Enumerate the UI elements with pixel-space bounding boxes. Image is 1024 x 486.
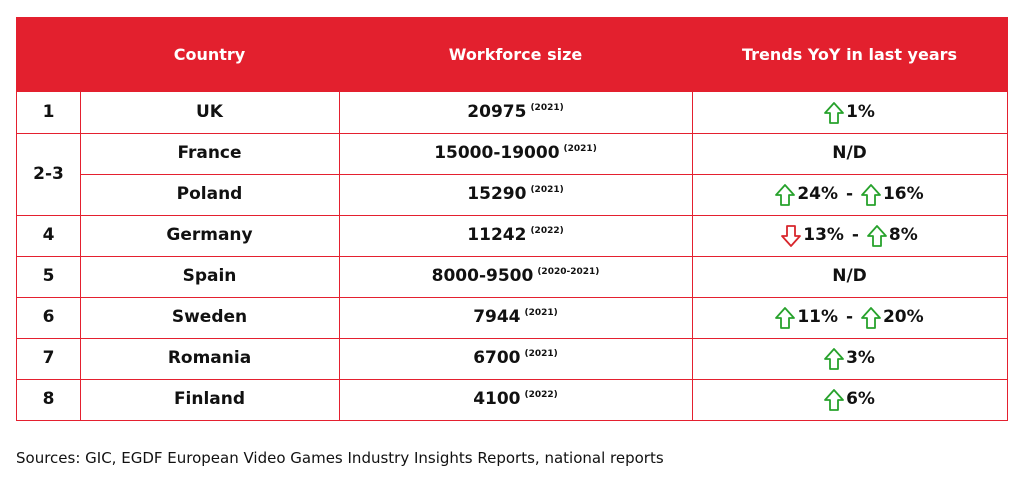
trend-na: N/D bbox=[832, 266, 867, 286]
row-divider bbox=[17, 379, 1007, 380]
workforce-value: 11242 bbox=[467, 225, 527, 245]
rank-cell: 6 bbox=[42, 307, 55, 327]
workforce-cell: 20975 (2021) bbox=[339, 92, 692, 133]
arrow-up-icon bbox=[861, 306, 881, 329]
arrow-down-icon bbox=[781, 224, 802, 247]
row-divider bbox=[17, 338, 1007, 339]
trend-percent: 3% bbox=[846, 348, 875, 368]
workforce-value: 6700 bbox=[473, 348, 521, 368]
workforce-value: 15000-19000 bbox=[434, 143, 560, 163]
workforce-year: (2022) bbox=[524, 390, 558, 400]
trend-values: 13% - 8% bbox=[781, 215, 918, 256]
workforce-cell: 15290 (2021) bbox=[339, 174, 692, 215]
header-workforce: Workforce size bbox=[448, 45, 583, 64]
trend-cell: 11% - 20% bbox=[692, 297, 1007, 338]
workforce-value: 8000-9500 bbox=[431, 266, 534, 286]
header-country: Country bbox=[173, 45, 246, 64]
workforce-cell: 15000-19000 (2021) bbox=[339, 133, 692, 174]
trend-values: N/D bbox=[832, 133, 867, 174]
arrow-up-icon bbox=[866, 224, 887, 247]
trend-values: 1% bbox=[824, 92, 875, 133]
trend-separator: - bbox=[840, 307, 859, 327]
workforce-year: (2020-2021) bbox=[537, 267, 600, 277]
row-divider bbox=[17, 133, 1007, 134]
rank-cell: 7 bbox=[42, 348, 55, 368]
arrow-up-icon bbox=[775, 306, 796, 329]
rank-cell: 8 bbox=[42, 389, 55, 409]
rank-cell: 5 bbox=[42, 266, 55, 286]
workforce-value: 4100 bbox=[473, 389, 521, 409]
workforce-value: 7944 bbox=[473, 307, 521, 327]
workforce-year: (2021) bbox=[530, 103, 564, 113]
row-divider bbox=[80, 174, 1007, 175]
arrow-up-icon bbox=[775, 183, 796, 206]
workforce-year: (2021) bbox=[524, 349, 558, 359]
country-cell: Finland bbox=[173, 389, 246, 409]
arrow-up-icon bbox=[824, 388, 844, 411]
trend-cell: 6% bbox=[692, 379, 1007, 420]
trend-cell: 3% bbox=[692, 338, 1007, 379]
column-divider bbox=[80, 92, 81, 420]
row-divider bbox=[17, 256, 1007, 257]
country-cell: Spain bbox=[182, 266, 237, 286]
trend-values: N/D bbox=[832, 256, 867, 297]
trend-values: 24% - 16% bbox=[775, 174, 924, 215]
trend-values: 6% bbox=[824, 379, 875, 420]
workforce-year: (2021) bbox=[530, 185, 564, 195]
workforce-cell: 11242 (2022) bbox=[339, 215, 692, 256]
trend-cell: 13% - 8% bbox=[692, 215, 1007, 256]
workforce-year: (2021) bbox=[563, 144, 597, 154]
rank-cell: 1 bbox=[42, 102, 55, 122]
table-header: Country Workforce size Trends YoY in las… bbox=[17, 18, 1007, 92]
column-divider bbox=[692, 92, 693, 420]
trend-percent: 11% bbox=[797, 307, 839, 327]
workforce-cell: 4100 (2022) bbox=[339, 379, 692, 420]
arrow-up-icon bbox=[824, 101, 844, 124]
trend-values: 3% bbox=[824, 338, 875, 379]
row-divider bbox=[17, 297, 1007, 298]
workforce-cell: 6700 (2021) bbox=[339, 338, 692, 379]
trend-percent: 8% bbox=[888, 225, 918, 245]
trend-percent: 24% bbox=[797, 184, 839, 204]
workforce-table: Country Workforce size Trends YoY in las… bbox=[16, 17, 1008, 421]
trend-percent: 16% bbox=[882, 184, 924, 204]
country-cell: France bbox=[177, 143, 242, 163]
trend-cell: N/D bbox=[692, 256, 1007, 297]
sources-note: Sources: GIC, EGDF European Video Games … bbox=[16, 449, 664, 467]
header-rank bbox=[17, 18, 80, 92]
column-divider bbox=[339, 92, 340, 420]
workforce-year: (2021) bbox=[524, 308, 558, 318]
header-trends: Trends YoY in last years bbox=[741, 45, 958, 64]
rank-cell: 4 bbox=[42, 225, 55, 245]
trend-percent: 20% bbox=[882, 307, 924, 327]
arrow-up-icon bbox=[824, 347, 844, 370]
country-cell: Germany bbox=[166, 225, 253, 245]
trend-separator: - bbox=[845, 225, 865, 245]
country-cell: Sweden bbox=[171, 307, 248, 327]
country-cell: UK bbox=[196, 102, 223, 122]
row-divider bbox=[17, 215, 1007, 216]
workforce-year: (2022) bbox=[530, 226, 564, 236]
trend-cell: N/D bbox=[692, 133, 1007, 174]
rank-cell: 2-3 bbox=[33, 164, 64, 184]
workforce-value: 15290 bbox=[467, 184, 527, 204]
workforce-cell: 7944 (2021) bbox=[339, 297, 692, 338]
country-cell: Romania bbox=[167, 348, 252, 368]
trend-percent: 6% bbox=[846, 389, 875, 409]
trend-percent: 1% bbox=[846, 102, 875, 122]
trend-percent: 13% bbox=[803, 225, 844, 245]
workforce-value: 20975 bbox=[467, 102, 527, 122]
trend-values: 11% - 20% bbox=[775, 297, 924, 338]
trend-na: N/D bbox=[832, 143, 867, 163]
arrow-up-icon bbox=[861, 183, 881, 206]
trend-cell: 24% - 16% bbox=[692, 174, 1007, 215]
trend-cell: 1% bbox=[692, 92, 1007, 133]
workforce-cell: 8000-9500 (2020-2021) bbox=[339, 256, 692, 297]
trend-separator: - bbox=[840, 184, 859, 204]
country-cell: Poland bbox=[176, 184, 243, 204]
